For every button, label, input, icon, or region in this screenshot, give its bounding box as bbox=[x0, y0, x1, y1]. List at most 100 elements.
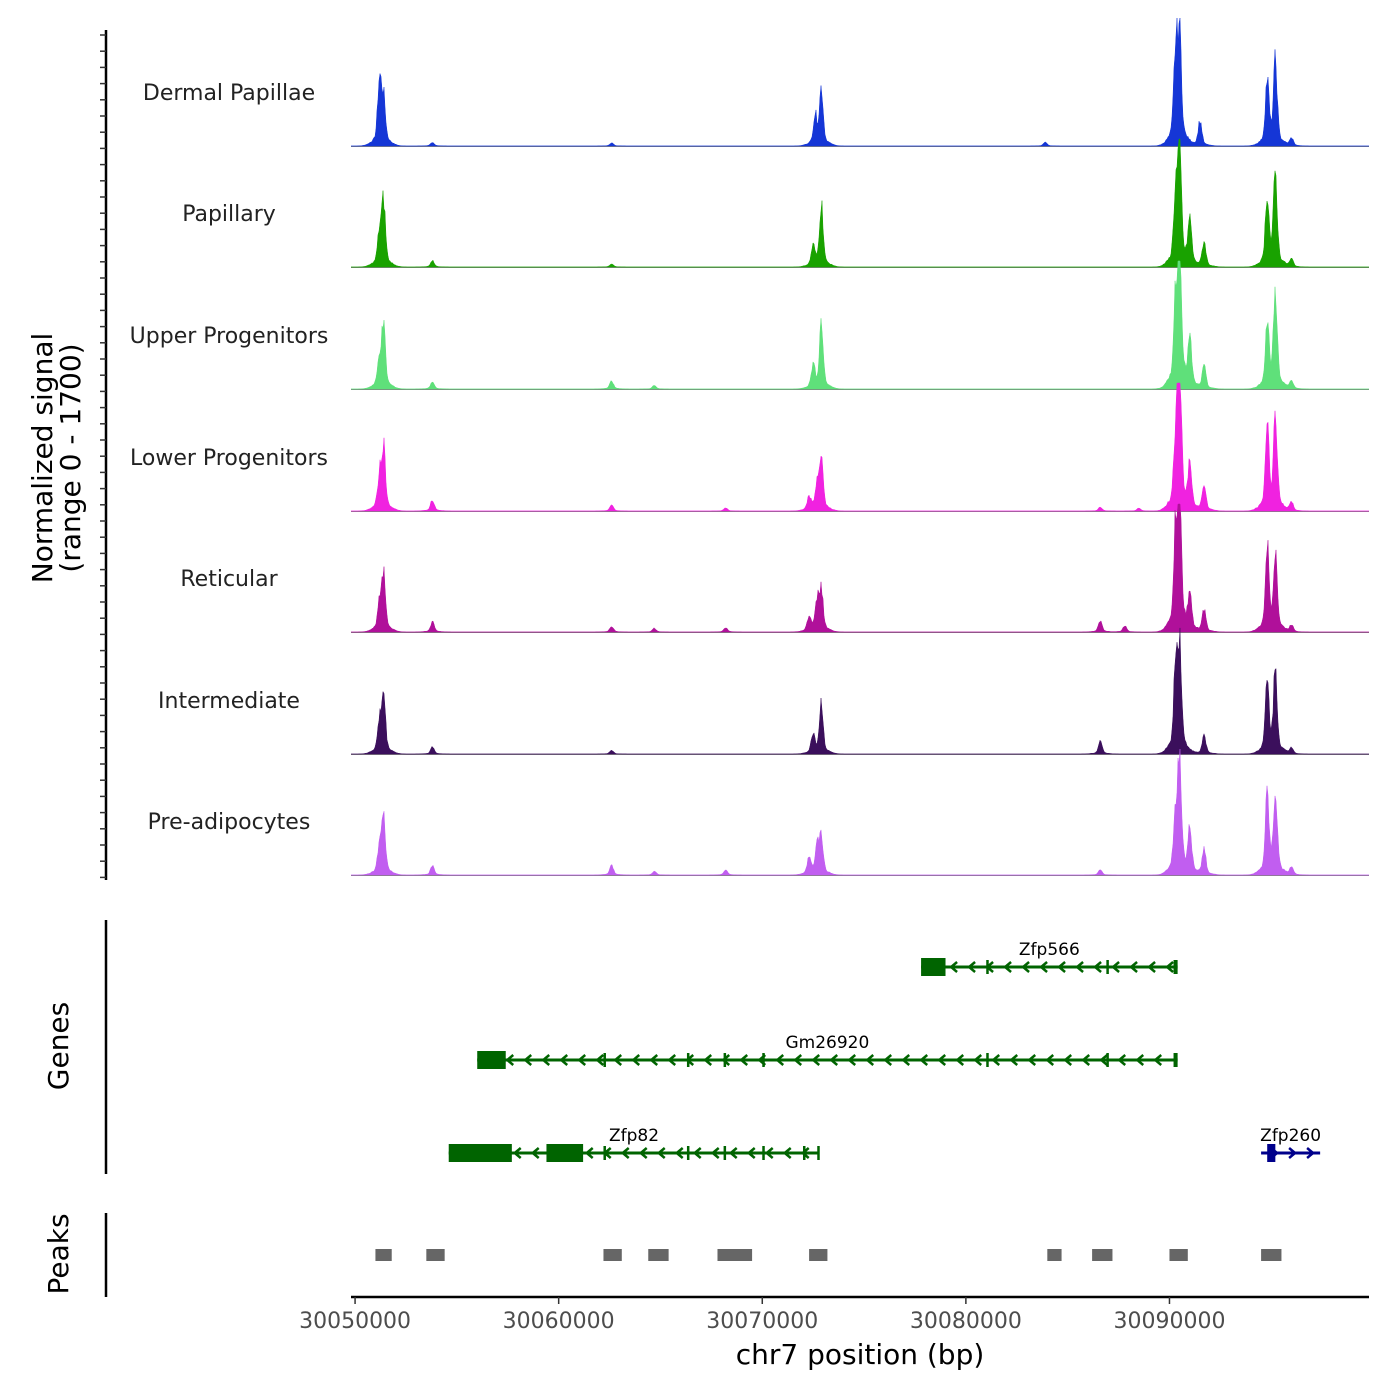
x-axis: 30050000 30060000 30070000 30080000 30090000… bbox=[299, 1295, 1369, 1371]
strand-arrow-icon bbox=[577, 1054, 587, 1066]
gene-exon bbox=[1106, 960, 1109, 974]
gene-exon bbox=[802, 1146, 806, 1160]
strand-arrow-icon bbox=[1081, 1054, 1091, 1066]
strand-arrow-icon bbox=[512, 1147, 522, 1159]
gene-exon bbox=[686, 1146, 690, 1160]
x-tick-label: 30060000 bbox=[503, 1309, 615, 1334]
gene-label-gm26920: Gm26920 bbox=[786, 1033, 870, 1053]
peak-regions bbox=[375, 1249, 1282, 1261]
peak-region bbox=[1169, 1249, 1188, 1261]
strand-arrow-icon bbox=[775, 1054, 785, 1066]
peak-region bbox=[375, 1249, 392, 1261]
strand-arrow-icon bbox=[1075, 961, 1084, 973]
coverage-area-papillary bbox=[351, 138, 1369, 268]
strand-arrow-icon bbox=[739, 1054, 749, 1066]
strand-arrow-icon bbox=[883, 1054, 893, 1066]
strand-arrow-icon bbox=[782, 1147, 792, 1159]
strand-arrow-icon bbox=[1027, 1054, 1037, 1066]
coverage-y-axis-title: Normalized signal bbox=[26, 333, 59, 584]
gene-label-zfp260: Zfp260 bbox=[1260, 1126, 1321, 1146]
peak-region bbox=[1261, 1249, 1282, 1261]
coverage-area-upper-progenitors bbox=[351, 260, 1369, 390]
peak-region bbox=[648, 1249, 669, 1261]
strand-arrow-icon bbox=[638, 1147, 648, 1159]
gene-exon bbox=[448, 1144, 512, 1162]
peak-region bbox=[1047, 1249, 1062, 1261]
coverage-track-upper-progenitors bbox=[351, 260, 1369, 390]
strand-arrow-icon bbox=[541, 1054, 551, 1066]
strand-arrow-icon bbox=[530, 1147, 540, 1159]
strand-arrow-icon bbox=[1129, 961, 1138, 973]
coverage-track-pre-adipocytes bbox=[351, 748, 1369, 876]
coverage-track-lower-progenitors bbox=[351, 382, 1369, 512]
strand-arrow-icon bbox=[937, 1054, 947, 1066]
gene-exon bbox=[817, 1146, 820, 1160]
strand-arrow-icon bbox=[919, 1054, 929, 1066]
gene-exon bbox=[986, 1053, 989, 1067]
strand-arrow-icon bbox=[649, 1054, 659, 1066]
strand-arrow-icon bbox=[973, 1054, 983, 1066]
strand-arrow-icon bbox=[1099, 1054, 1109, 1066]
genes-y-axis-title: Genes bbox=[42, 1002, 75, 1090]
coverage-track-papillary bbox=[351, 138, 1369, 268]
peak-region bbox=[603, 1249, 622, 1261]
gene-zfp260: Zfp260 bbox=[1260, 1126, 1321, 1162]
gene-exon bbox=[762, 1053, 765, 1067]
gene-tracks: Zfp566 Gm26920 Zfp82 Zfp260 bbox=[448, 940, 1321, 1162]
gene-exon bbox=[723, 1146, 727, 1160]
coverage-area-pre-adipocytes bbox=[351, 748, 1369, 876]
track-label-dermal-papillae: Dermal Papillae bbox=[143, 81, 315, 106]
gene-exon bbox=[1173, 960, 1178, 974]
gene-zfp82: Zfp82 bbox=[448, 1126, 820, 1162]
strand-arrow-icon bbox=[1288, 1147, 1298, 1159]
strand-arrow-icon bbox=[955, 1054, 965, 1066]
gene-exon bbox=[1106, 1053, 1109, 1067]
track-label-intermediate: Intermediate bbox=[158, 689, 300, 714]
coverage-area-intermediate bbox=[351, 627, 1369, 755]
gene-label-zfp566: Zfp566 bbox=[1019, 940, 1080, 960]
strand-arrow-icon bbox=[1063, 1054, 1073, 1066]
strand-arrow-icon bbox=[865, 1054, 875, 1066]
strand-arrow-icon bbox=[967, 961, 976, 973]
coverage-area-lower-progenitors bbox=[351, 382, 1369, 512]
strand-arrow-icon bbox=[847, 1054, 857, 1066]
track-label-upper-progenitors: Upper Progenitors bbox=[130, 324, 329, 349]
strand-arrow-icon bbox=[620, 1147, 630, 1159]
track-label-pre-adipocytes: Pre-adipocytes bbox=[148, 810, 311, 835]
track-label-papillary: Papillary bbox=[182, 202, 276, 227]
coverage-track-intermediate bbox=[351, 627, 1369, 755]
gene-exon bbox=[477, 1051, 506, 1069]
gene-exon bbox=[603, 1146, 606, 1160]
strand-arrow-icon bbox=[505, 1054, 515, 1066]
strand-arrow-icon bbox=[1135, 1054, 1145, 1066]
strand-arrow-icon bbox=[595, 1054, 605, 1066]
strand-arrow-icon bbox=[1003, 961, 1012, 973]
gene-exon bbox=[603, 1053, 606, 1067]
strand-arrow-icon bbox=[523, 1054, 533, 1066]
strand-arrow-icon bbox=[1153, 1054, 1163, 1066]
gene-exon bbox=[723, 1053, 727, 1067]
x-axis-title: chr7 position (bp) bbox=[736, 1338, 985, 1371]
gene-exon bbox=[1267, 1144, 1276, 1162]
gene-exon bbox=[986, 960, 989, 974]
strand-arrow-icon bbox=[1057, 961, 1066, 973]
gene-gm26920: Gm26920 bbox=[477, 1033, 1178, 1069]
strand-arrow-icon bbox=[1117, 1054, 1127, 1066]
coverage-y-axis-ticks bbox=[100, 34, 106, 879]
peak-region bbox=[1092, 1249, 1113, 1261]
strand-arrow-icon bbox=[1021, 961, 1030, 973]
strand-arrow-icon bbox=[949, 961, 958, 973]
strand-arrow-icon bbox=[674, 1147, 684, 1159]
gene-label-zfp82: Zfp82 bbox=[609, 1126, 659, 1146]
strand-arrow-icon bbox=[1009, 1054, 1019, 1066]
strand-arrow-icon bbox=[584, 1147, 594, 1159]
strand-arrow-icon bbox=[721, 1054, 731, 1066]
strand-arrow-icon bbox=[793, 1054, 803, 1066]
peaks-y-axis-title: Peaks bbox=[42, 1213, 75, 1294]
strand-arrow-icon bbox=[1111, 961, 1120, 973]
strand-arrow-icon bbox=[1306, 1147, 1316, 1159]
strand-arrow-icon bbox=[656, 1147, 666, 1159]
strand-arrow-icon bbox=[1039, 961, 1048, 973]
coverage-area-dermal-papillae bbox=[351, 17, 1369, 147]
